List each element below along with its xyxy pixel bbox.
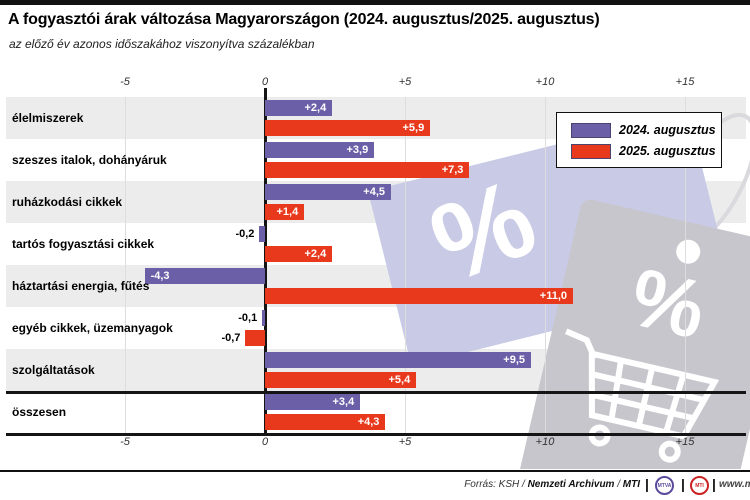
footer-rule bbox=[0, 470, 750, 472]
chart-bottom-line bbox=[6, 433, 746, 436]
category-label: szolgáltatások bbox=[12, 363, 95, 377]
bar-2025-row7 bbox=[265, 414, 386, 430]
percent-price-tag-grey: % bbox=[518, 199, 750, 469]
mti-logo: MTI bbox=[690, 476, 709, 495]
gridline bbox=[125, 97, 126, 433]
bar-2024-row5 bbox=[262, 310, 265, 326]
gridline bbox=[405, 97, 406, 433]
gridline bbox=[685, 97, 686, 433]
bar-2025-row0 bbox=[265, 120, 431, 136]
bar-2024-row0 bbox=[265, 100, 333, 116]
bar-value-label: -4,3 bbox=[150, 270, 170, 282]
bar-2025-row6 bbox=[265, 372, 417, 388]
top-rule bbox=[0, 0, 750, 5]
category-label: tartós fogyasztási cikkek bbox=[12, 237, 155, 251]
page-title: A fogyasztói árak változása Magyarország… bbox=[8, 11, 600, 28]
website-url: www.m bbox=[719, 479, 750, 490]
page-subtitle: az előző év azonos időszakához viszonyít… bbox=[9, 37, 315, 51]
axis-tick-label: -5 bbox=[120, 76, 130, 88]
bar-2024-row6 bbox=[265, 352, 531, 368]
bar-2024-row3 bbox=[259, 226, 265, 242]
category-label: szeszes italok, dohányáruk bbox=[12, 153, 167, 167]
bar-2025-row4 bbox=[265, 288, 573, 304]
bar-value-label: +4,3 bbox=[357, 416, 380, 428]
legend-label-2024: 2024. augusztus bbox=[619, 123, 716, 137]
gridline bbox=[545, 97, 546, 433]
category-label: háztartási energia, fűtés bbox=[12, 279, 150, 293]
bar-value-label: +2,4 bbox=[304, 248, 327, 260]
bar-2024-row7 bbox=[265, 394, 361, 410]
category-label: összesen bbox=[12, 405, 67, 419]
bar-value-label: -0,2 bbox=[235, 228, 255, 240]
source-credit: Forrás: KSH / Nemzeti Archivum / MTI bbox=[464, 479, 640, 490]
axis-tick-label: +10 bbox=[535, 76, 555, 88]
bar-2024-row2 bbox=[265, 184, 391, 200]
category-label: élelmiszerek bbox=[12, 111, 84, 125]
footer-separator: | bbox=[681, 476, 685, 492]
bar-value-label: +3,4 bbox=[332, 396, 355, 408]
bar-2025-row2 bbox=[265, 204, 305, 220]
axis-tick-label: 0 bbox=[261, 76, 269, 88]
bar-value-label: -0,7 bbox=[221, 332, 241, 344]
bar-value-label: +5,9 bbox=[402, 122, 425, 134]
bar-2025-row5 bbox=[245, 330, 265, 346]
category-label: ruházkodási cikkek bbox=[12, 195, 123, 209]
axis-tick-label: +5 bbox=[398, 76, 412, 88]
mtva-logo: MTVA bbox=[655, 476, 674, 495]
bar-value-label: +9,5 bbox=[503, 354, 525, 366]
axis-tick-label: 0 bbox=[261, 436, 269, 448]
bar-2025-row3 bbox=[265, 246, 333, 262]
axis-tick-label: +10 bbox=[535, 436, 555, 448]
background-watermark: % % bbox=[370, 112, 750, 469]
chart-legend: 2024. augusztus 2025. augusztus bbox=[556, 112, 722, 168]
bar-2024-row1 bbox=[265, 142, 375, 158]
footer-separator: | bbox=[645, 476, 649, 492]
total-separator-line bbox=[6, 391, 746, 394]
bar-2025-row1 bbox=[265, 162, 470, 178]
footer-separator: | bbox=[712, 476, 716, 492]
legend-swatch-2025 bbox=[571, 144, 611, 159]
category-label: egyéb cikkek, üzemanyagok bbox=[12, 321, 173, 335]
bar-2024-row4 bbox=[144, 268, 265, 284]
axis-tick-label: +5 bbox=[398, 436, 412, 448]
bar-value-label: +3,9 bbox=[346, 144, 369, 156]
bar-value-label: +5,4 bbox=[388, 374, 411, 386]
bar-value-label: +1,4 bbox=[276, 206, 299, 218]
bar-value-label: +4,5 bbox=[363, 186, 385, 198]
axis-tick-label: +15 bbox=[675, 436, 695, 448]
footer: Forrás: KSH / Nemzeti Archivum / MTI | M… bbox=[0, 476, 750, 500]
legend-swatch-2024 bbox=[571, 123, 611, 138]
bar-value-label: -0,1 bbox=[238, 312, 258, 324]
legend-label-2025: 2025. augusztus bbox=[619, 144, 716, 158]
bar-value-label: +7,3 bbox=[441, 164, 464, 176]
axis-tick-label: +15 bbox=[675, 76, 695, 88]
axis-tick-label: -5 bbox=[120, 436, 130, 448]
bar-value-label: +11,0 bbox=[539, 290, 567, 302]
bar-value-label: +2,4 bbox=[304, 102, 327, 114]
